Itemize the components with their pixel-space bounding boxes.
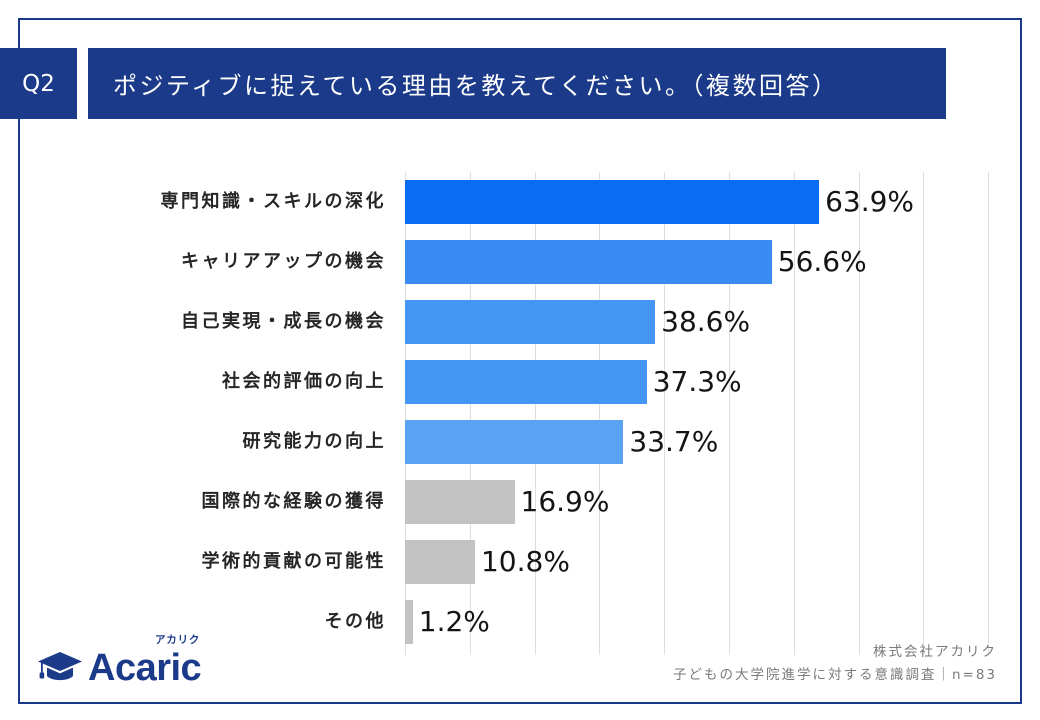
card-frame	[18, 18, 1022, 704]
bar-2	[405, 240, 772, 284]
category-label-4: 社会的評価の向上	[222, 371, 386, 392]
question-title: ポジティブに捉えている理由を教えてください。（複数回答）	[113, 72, 839, 100]
value-label-4: 37.3%	[652, 365, 742, 398]
category-labels: 専門知識・スキルの深化キャリアアップの機会 自己実現・成長の機会社会的評価の向上研…	[0, 172, 386, 655]
bar-6	[405, 480, 515, 524]
gridline	[469, 172, 471, 655]
gridline	[793, 172, 795, 655]
logo-wordmark: Acaric	[88, 647, 202, 689]
question-title-bar: ポジティブに捉えている理由を教えてください。（複数回答）	[88, 48, 946, 119]
gridline	[858, 172, 860, 655]
value-label-8: 1.2%	[418, 605, 490, 638]
bar-5	[405, 420, 624, 464]
logo-kana: アカリク	[155, 634, 201, 646]
bar-7	[405, 540, 475, 584]
question-number-badge: Q2	[0, 48, 77, 119]
value-label-7: 10.8%	[480, 545, 570, 578]
value-label-3: 38.6%	[661, 305, 751, 338]
category-label-1: 専門知識・スキルの深化	[160, 191, 386, 212]
category-label-2: キャリアアップの機会	[181, 251, 386, 272]
value-label-6: 16.9%	[520, 485, 610, 518]
plot-area: 63.9% 56.6% 38.6% 37.3% 33.7% 16.9% 10.8% 1.2%	[405, 172, 990, 655]
gridline	[923, 172, 925, 655]
acaric-logo: アカリク Acaric	[37, 632, 212, 688]
bar-1	[405, 180, 820, 224]
gridline	[664, 172, 666, 655]
category-label-8: その他	[324, 611, 386, 632]
gridline	[405, 172, 406, 655]
category-label-3: 自己実現・成長の機会	[181, 311, 386, 332]
value-label-5: 33.7%	[629, 425, 719, 458]
question-number: Q2	[22, 70, 55, 97]
bar-3	[405, 300, 656, 344]
category-label-7: 学術的貢献の可能性	[201, 551, 386, 572]
value-label-1: 63.9%	[825, 185, 915, 218]
graduation-cap-icon	[38, 652, 82, 681]
survey-name: 子どもの大学院進学に対する意識調査｜n=83	[672, 667, 997, 683]
bar-4	[405, 360, 647, 404]
bar-8	[405, 600, 413, 644]
source-note: 株式会社アカリク 子どもの大学院進学に対する意識調査｜n=83	[673, 641, 997, 687]
gridline	[599, 172, 601, 655]
gridline	[729, 172, 730, 655]
gridline	[534, 172, 536, 655]
value-label-2: 56.6%	[777, 245, 867, 278]
category-label-6: 国際的な経験の獲得	[201, 491, 386, 512]
category-label-5: 研究能力の向上	[242, 431, 386, 452]
gridline	[988, 172, 990, 655]
company-name: 株式会社アカリク	[873, 644, 997, 660]
